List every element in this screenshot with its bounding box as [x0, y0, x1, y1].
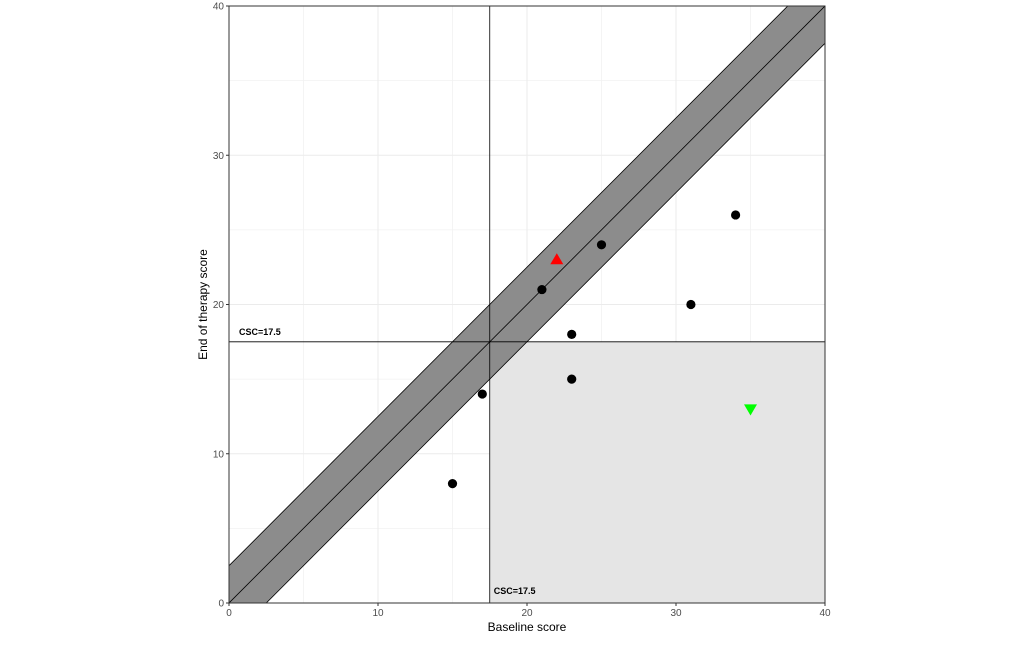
- data-point-circle: [567, 374, 577, 384]
- cutoff-label-horizontal: CSC=17.5: [239, 327, 281, 337]
- data-point-circle: [596, 240, 607, 250]
- data-point-triangle-up: [550, 253, 564, 265]
- x-tick-label: 0: [226, 608, 232, 619]
- identity-line: [229, 6, 825, 603]
- x-tick-label: 10: [372, 608, 384, 619]
- data-point-triangle-down: [744, 404, 757, 416]
- x-tick-label: 40: [819, 608, 831, 619]
- chart-regions: [229, 6, 825, 603]
- data-point-circle: [537, 284, 547, 295]
- reference-lines: [229, 6, 825, 603]
- y-axis-title: End of therapy score: [196, 249, 210, 360]
- band-upper-edge: [229, 6, 789, 566]
- recovered-region: [489, 341, 825, 603]
- x-tick-label: 30: [670, 608, 682, 619]
- y-tick-label: 0: [218, 599, 224, 610]
- data-point-circle: [567, 329, 577, 339]
- data-point-circle: [477, 389, 487, 399]
- cutoff-label-vertical: CSC=17.5: [494, 586, 536, 596]
- data-points: [447, 210, 757, 489]
- data-point-circle: [447, 479, 458, 489]
- y-tick-label: 20: [213, 300, 225, 311]
- x-tick-label: 20: [521, 608, 533, 619]
- x-axis-title: Baseline score: [488, 620, 567, 634]
- axis-ticks: 0 10 20 30 40 0 10 20 30 40: [213, 2, 831, 620]
- band-lower-edge: [265, 43, 825, 603]
- data-point-circle: [731, 210, 741, 220]
- y-tick-label: 40: [213, 2, 225, 13]
- data-point-circle: [686, 299, 696, 310]
- y-tick-label: 10: [213, 449, 225, 460]
- y-tick-label: 30: [213, 151, 225, 162]
